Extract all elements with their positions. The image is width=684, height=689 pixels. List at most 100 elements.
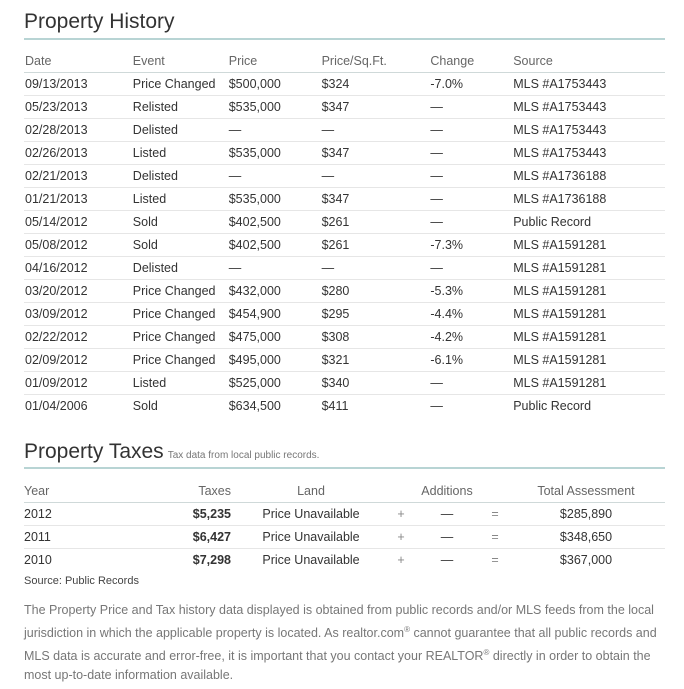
- history-event-cell: Price Changed: [132, 279, 229, 303]
- tax-land-cell: Price Unavailable: [231, 502, 391, 526]
- history-change-cell: -7.3%: [430, 233, 514, 257]
- history-price-per-sqft-cell: $340: [321, 371, 431, 395]
- history-source-cell: MLS #A1591281: [513, 371, 665, 395]
- history-change-cell: —: [430, 371, 514, 395]
- history-change-cell: —: [430, 164, 514, 188]
- disclaimer-part-3: directly in order to obtain the most up-…: [24, 649, 651, 683]
- history-date-cell: 02/21/2013: [24, 164, 133, 188]
- history-change-cell: -6.1%: [430, 348, 514, 372]
- tax-year-cell: 2011: [24, 525, 154, 549]
- history-date-cell: 02/26/2013: [24, 141, 133, 165]
- table-row: 02/21/2013 Delisted — — — MLS #A1736188: [24, 164, 665, 188]
- history-price-per-sqft-cell: $347: [321, 95, 431, 119]
- history-change-cell: -4.2%: [430, 325, 514, 349]
- history-source-cell: MLS #A1753443: [513, 141, 665, 165]
- history-change-cell: -7.0%: [430, 72, 514, 96]
- history-price-per-sqft-cell: $261: [321, 210, 431, 234]
- history-price-cell: —: [228, 256, 322, 280]
- equals-sign: =: [483, 502, 507, 526]
- table-row: 05/23/2013 Relisted $535,000 $347— MLS #A175…: [24, 95, 665, 119]
- history-event-cell: Delisted: [132, 164, 229, 188]
- history-price-per-sqft-cell: —: [321, 256, 431, 280]
- history-change-cell: -4.4%: [430, 302, 514, 326]
- history-source-cell: MLS #A1736188: [513, 187, 665, 211]
- disclaimer-part-2: cannot guarantee that all public records…: [24, 626, 657, 664]
- tax-year-cell: 2010: [24, 553, 52, 567]
- history-price-cell: $454,900: [228, 302, 322, 326]
- tax-amount-cell: $6,427: [154, 525, 231, 549]
- col-date-header: Date: [24, 50, 133, 73]
- history-source-cell: MLS #A1753443: [513, 118, 665, 142]
- col-price-per-sqft-header: Price/Sq.Ft.: [321, 50, 431, 73]
- col-year-header: Year: [24, 479, 154, 503]
- history-date-cell: 02/28/2013: [24, 118, 133, 142]
- history-event-cell: Delisted: [132, 118, 229, 142]
- history-source-cell: MLS #A1753443: [513, 95, 665, 119]
- history-date-cell: 02/22/2012: [24, 325, 133, 349]
- history-price-cell: $535,000: [228, 95, 322, 119]
- history-price-per-sqft-cell: —: [321, 118, 431, 142]
- registered-mark-2: ®: [483, 648, 490, 658]
- history-source-cell: MLS #A1591281: [513, 233, 665, 257]
- history-date-cell: 05/08/2012: [24, 233, 133, 257]
- history-price-per-sqft-cell: $324: [321, 72, 431, 96]
- history-price-cell: —: [228, 118, 322, 142]
- equals-sign: =: [483, 525, 507, 549]
- tax-total-assessment-cell: $348,650: [507, 525, 665, 549]
- table-row: 01/04/2006 Sold $634,500 $411 — Public Record: [24, 395, 665, 418]
- tax-amount-cell: $5,235: [154, 502, 231, 526]
- history-heading-divider: [24, 38, 665, 40]
- history-price-per-sqft-cell: $411: [321, 399, 349, 413]
- history-source-cell: Public Record: [513, 399, 592, 413]
- history-change-cell: -5.3%: [430, 279, 514, 303]
- history-date-cell: 02/09/2012: [24, 348, 133, 372]
- history-date-cell: 01/21/2013: [24, 187, 133, 211]
- history-price-cell: $535,000: [228, 187, 322, 211]
- taxes-heading-divider: [24, 467, 665, 469]
- table-row: 02/28/2013 Delisted — — — MLS #A1753443: [24, 118, 665, 142]
- history-date-cell: 03/09/2012: [24, 302, 133, 326]
- table-row: 03/20/2012 Price Changed $432,000 $280 -5.3%…: [24, 279, 665, 303]
- history-event-cell: Price Changed: [132, 302, 229, 326]
- history-source-cell: Public Record: [513, 210, 665, 234]
- history-event-cell: Listed: [132, 371, 229, 395]
- history-price-per-sqft-cell: $308: [321, 325, 431, 349]
- history-price-cell: $535,000: [228, 141, 322, 165]
- history-price-per-sqft-cell: $347: [321, 187, 431, 211]
- table-row: 01/21/2013 Listed $535,000 $347— MLS #A17361…: [24, 187, 665, 211]
- registered-mark-1: ®: [404, 625, 410, 634]
- col-source-header: Source: [513, 50, 665, 73]
- history-change-cell: —: [430, 141, 514, 165]
- history-price-per-sqft-cell: —: [321, 164, 431, 188]
- history-price-cell: $495,000: [228, 348, 322, 372]
- col-price-header: Price: [228, 50, 322, 73]
- history-price-cell: $525,000: [228, 371, 322, 395]
- table-row: 2010 $7,298 Price Unavailable + — = $367,000: [24, 549, 665, 572]
- history-source-cell: MLS #A1753443: [513, 72, 665, 96]
- col-plus-header: [391, 479, 411, 503]
- tax-year-cell: 2012: [24, 502, 154, 526]
- history-date-cell: 09/13/2013: [24, 72, 133, 96]
- history-event-cell: Listed: [132, 187, 229, 211]
- history-change-cell: —: [430, 256, 514, 280]
- history-price-cell: $475,000: [228, 325, 322, 349]
- history-price-cell: —: [228, 164, 322, 188]
- table-row: 05/08/2012 Sold $402,500 $261 -7.3% MLS #A159…: [24, 233, 665, 257]
- history-price-cell: $432,000: [228, 279, 322, 303]
- history-change-cell: —: [430, 399, 443, 413]
- col-event-header: Event: [132, 50, 229, 73]
- taxes-header-row: Year Taxes Land Additions Total Assessme…: [24, 479, 665, 503]
- history-event-cell: Price Changed: [132, 348, 229, 372]
- history-event-cell: Relisted: [132, 95, 229, 119]
- taxes-title-text: Property Taxes: [24, 440, 164, 463]
- equals-sign: =: [491, 553, 499, 567]
- history-price-per-sqft-cell: $321: [321, 348, 431, 372]
- history-price-cell: $402,500: [228, 210, 322, 234]
- history-source-cell: MLS #A1591281: [513, 325, 665, 349]
- history-event-cell: Delisted: [132, 256, 229, 280]
- history-price-cell: $402,500: [228, 233, 322, 257]
- history-header-row: Date Event Price Price/Sq.Ft. Change Sou…: [24, 50, 665, 73]
- history-source-cell: MLS #A1591281: [513, 256, 665, 280]
- table-row: 02/22/2012 Price Changed $475,000 $308 -4.2%…: [24, 325, 665, 349]
- history-price-per-sqft-cell: $280: [321, 279, 431, 303]
